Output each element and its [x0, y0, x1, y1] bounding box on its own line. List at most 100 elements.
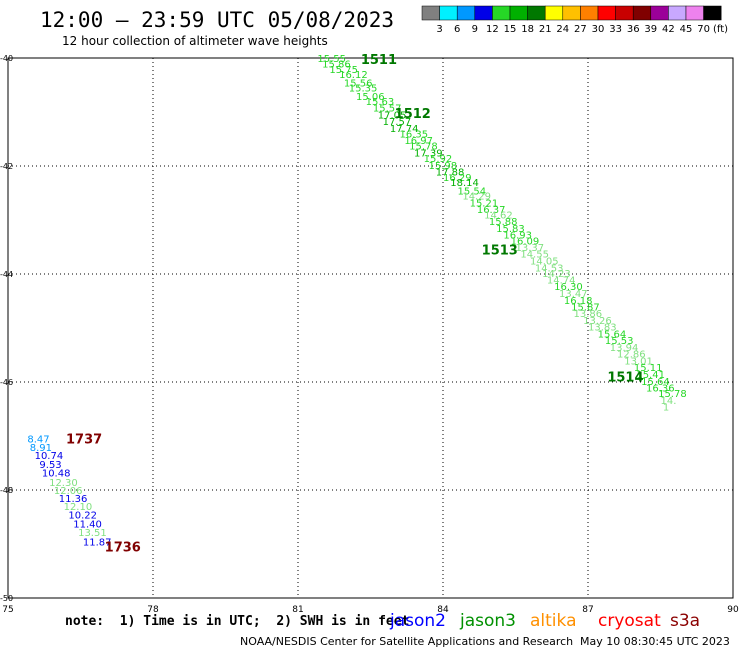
wave-height-label: 11.87: [83, 537, 112, 548]
wave-height-label: 16.35: [400, 130, 429, 141]
y-tick-label: -40: [0, 54, 13, 63]
wave-height-label: 8.47: [27, 435, 49, 446]
satellite-altika: altika: [530, 611, 577, 631]
legend-tick-label: 12: [486, 24, 499, 35]
wave-height-label: 14.74: [547, 275, 576, 286]
satellite-jason3: jason3: [459, 611, 516, 631]
legend-swatch: [562, 5, 581, 21]
satellite-legend: jason2 jason3 altika cryosat s3a: [389, 611, 700, 631]
wave-height-label: 10.22: [68, 510, 97, 521]
legend-swatch: [632, 5, 652, 21]
wave-height-label: 14.53: [535, 264, 564, 275]
legend-tick-label: 21: [539, 24, 552, 35]
wave-height-label: 15.83: [496, 224, 525, 235]
wave-height-label: 14.55: [520, 249, 549, 260]
legend-swatch: [685, 5, 704, 21]
wave-height-label: 13.94: [610, 343, 639, 354]
wave-height-label: 14.23: [542, 269, 571, 280]
time-label: 1511: [361, 53, 397, 68]
time-label: 1513: [482, 244, 518, 259]
wave-height-label: 15.63: [366, 97, 395, 108]
legend-tick-label: 9: [472, 24, 478, 35]
wave-height-label: 10.74: [35, 451, 64, 462]
x-tick-label: 81: [292, 605, 303, 615]
footer-note: note: 1) Time is in UTC; 2) SWH is in fe…: [65, 614, 409, 629]
legend-swatch: [421, 5, 440, 21]
wave-height-label: 15.64: [641, 377, 670, 388]
plot-frame: [7, 57, 734, 599]
wave-height-label: 13.01: [624, 356, 653, 367]
legend-swatch: [509, 5, 528, 21]
x-tick-label: 87: [582, 605, 593, 615]
x-tick-label: 90: [727, 605, 739, 615]
wave-height-label: 16.09: [511, 237, 540, 248]
y-tick-label: -48: [0, 486, 13, 495]
legend-tick-label: 70: [697, 24, 710, 35]
legend-swatch: [668, 5, 687, 21]
wave-height-label: 13.86: [574, 309, 603, 320]
wave-height-label: 17.74: [390, 124, 419, 135]
wave-height-label: 12.10: [64, 502, 93, 513]
y-tick-label: -44: [0, 270, 13, 279]
wave-height-label: 14.29: [462, 192, 491, 203]
legend-tick-label: 3: [436, 24, 442, 35]
legend-swatch: [615, 5, 634, 21]
wave-height-label: 15.53: [605, 336, 634, 347]
legend-tick-label: 6: [454, 24, 460, 35]
legend-tick-label: 30: [592, 24, 605, 35]
wave-height-label: 14.05: [530, 257, 559, 268]
x-tick-label: 78: [147, 605, 159, 615]
wave-height-label: 15.55: [317, 54, 346, 65]
satellite-s3a: s3a: [670, 611, 700, 631]
wave-height-label: 9.53: [39, 460, 61, 471]
wave-height-label: 12.06: [54, 486, 83, 497]
wave-height-label: 15.87: [571, 302, 600, 313]
legend-swatch: [597, 5, 616, 21]
wave-height-label: 15.92: [424, 154, 453, 165]
legend-swatch: [650, 5, 669, 21]
wave-height-label: 16.18: [564, 296, 593, 307]
wave-height-label: 13.51: [78, 528, 107, 539]
satellite-cryosat: cryosat: [598, 611, 661, 631]
legend-tick-label: 39: [644, 24, 657, 35]
y-tick-label: -42: [0, 162, 13, 171]
wave-height-label: 17.05: [378, 111, 407, 122]
wave-height-label: 13.83: [588, 322, 617, 333]
wave-height-label: 12.30: [49, 478, 78, 489]
legend-tick-label: 24: [556, 24, 569, 35]
wave-height-label: 16.93: [503, 231, 532, 242]
legend-tick-label: 27: [574, 24, 587, 35]
time-label: 1737: [66, 433, 102, 448]
wave-height-label: 15.41: [636, 370, 665, 381]
wave-height-label: 15.21: [470, 199, 499, 210]
wave-height-label: 16.12: [339, 70, 368, 81]
wave-height-label: 16.97: [404, 136, 433, 147]
legend-tick-label: 42: [662, 24, 675, 35]
wave-height-label: 14.62: [484, 211, 513, 222]
wave-height-label: 15.56: [344, 78, 373, 89]
time-label: 1512: [395, 107, 431, 122]
wave-height-label: 16.36: [646, 383, 675, 394]
wave-height-label: 15.06: [356, 92, 385, 103]
time-label: 1514: [607, 371, 643, 386]
legend-swatch: [456, 5, 476, 21]
wave-height-label: 15.86: [322, 59, 351, 70]
legend-swatch: [439, 5, 458, 21]
legend-swatch: [544, 5, 564, 21]
wave-height-label: 16.37: [477, 205, 506, 216]
y-tick-label: -46: [0, 378, 13, 387]
wave-height-label: 8.91: [30, 443, 52, 454]
legend-tick-label: 15: [504, 24, 517, 35]
legend-swatch: [474, 5, 493, 21]
color-scale-legend: 3 6 9 12 15 18 21 24 27 30 33 36 39 42 45 70: [421, 5, 722, 35]
wave-height-label: 17.88: [436, 167, 465, 178]
legend-tick-label: 45: [680, 24, 693, 35]
legend-tick-label: 36: [627, 24, 640, 35]
wave-height-label: 17.39: [414, 149, 443, 160]
wave-height-label: 1: [663, 402, 669, 413]
legend-tick-label: 18: [521, 24, 534, 35]
wave-height-label: 15.88: [489, 217, 518, 228]
wave-height-label: 15.78: [409, 141, 438, 152]
wave-height-label: 13.47: [559, 289, 588, 300]
